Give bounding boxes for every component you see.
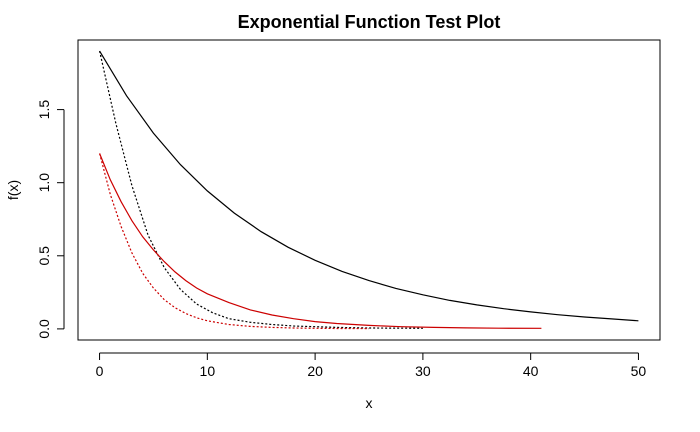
y-axis-label: f(x) xyxy=(5,180,21,200)
x-axis-label: x xyxy=(366,395,373,411)
x-tick-label: 30 xyxy=(415,363,431,379)
series-layer xyxy=(99,50,639,330)
chart-title: Exponential Function Test Plot xyxy=(238,12,501,32)
plot-frame xyxy=(77,39,661,341)
y-tick-label: 1.5 xyxy=(36,100,52,120)
series-line-3 xyxy=(99,153,370,330)
series-line-1 xyxy=(99,50,423,329)
series-line-0 xyxy=(99,50,639,322)
series-line-2 xyxy=(99,153,542,329)
y-axis: 0.0 0.5 1.0 1.5 xyxy=(36,100,65,339)
x-tick-label: 50 xyxy=(631,363,647,379)
x-tick-label: 40 xyxy=(523,363,539,379)
x-tick-label: 10 xyxy=(200,363,216,379)
y-tick-label: 0.5 xyxy=(36,246,52,266)
x-axis: 0 10 20 30 40 50 xyxy=(96,352,647,379)
y-tick-label: 0.0 xyxy=(36,319,52,339)
y-tick-label: 1.0 xyxy=(36,173,52,193)
x-tick-label: 0 xyxy=(96,363,104,379)
x-tick-label: 20 xyxy=(307,363,323,379)
